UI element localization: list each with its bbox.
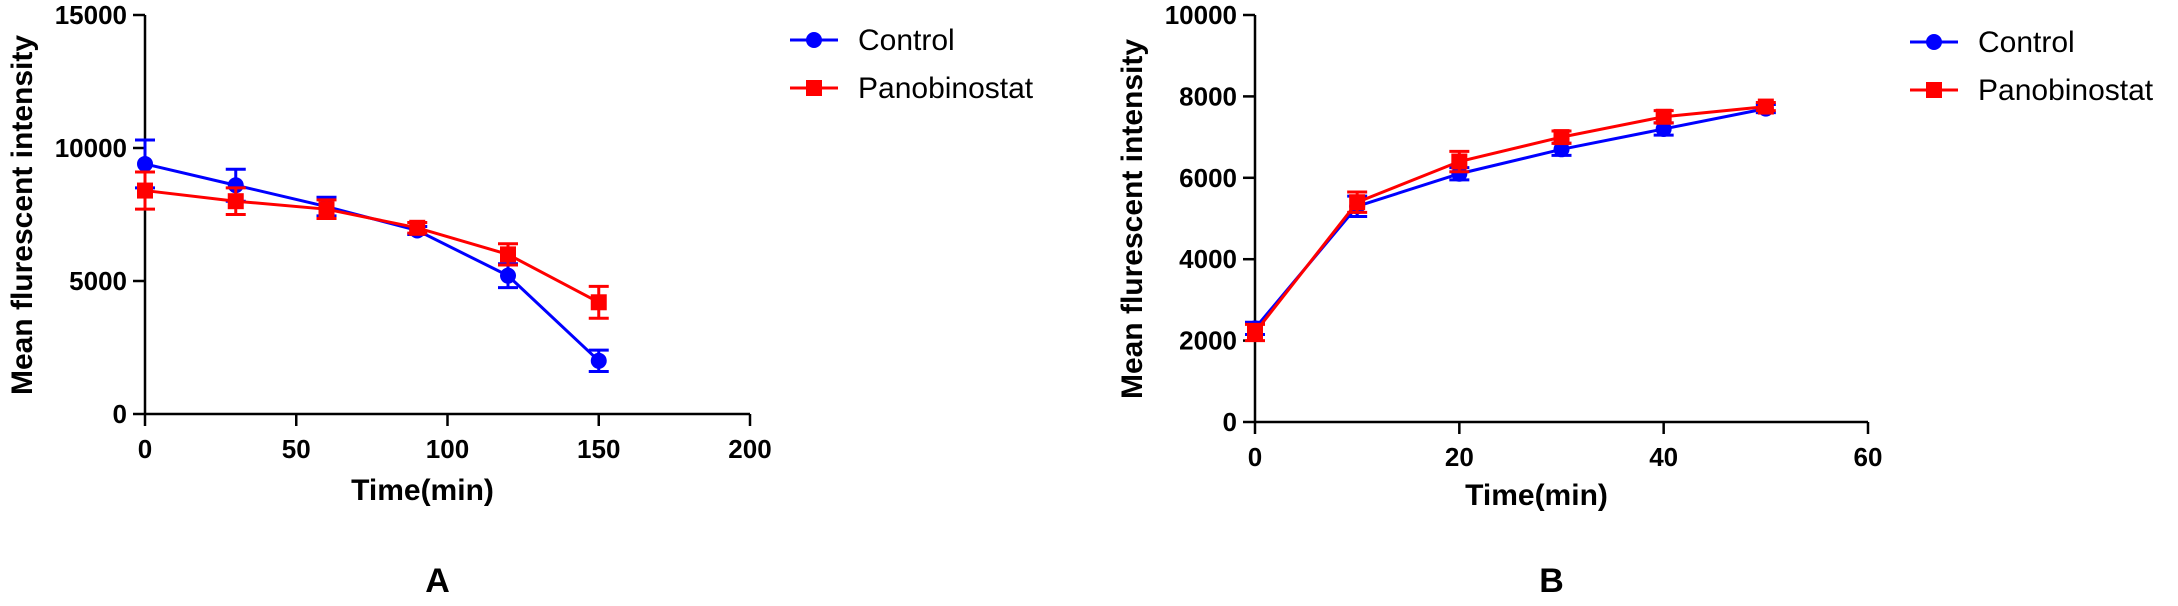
legend-label: Panobinostat	[858, 72, 1034, 105]
legend-marker	[1926, 34, 1942, 50]
legend-label: Control	[858, 24, 955, 57]
x-tick-label: 40	[1649, 442, 1678, 472]
panel-label: B	[1539, 562, 1564, 600]
y-axis-label: Mean flurescent intensity	[6, 35, 39, 395]
x-tick-label: 150	[577, 434, 620, 464]
data-point	[1349, 194, 1366, 211]
x-axis-label: Time(min)	[351, 474, 494, 507]
y-tick-label: 4000	[1179, 244, 1237, 274]
series-line	[1253, 107, 1767, 330]
data-point	[227, 193, 244, 210]
legend-label: Panobinostat	[1978, 74, 2154, 107]
data-point	[500, 246, 516, 263]
data-point	[1655, 108, 1672, 125]
legend-marker	[806, 32, 822, 48]
legend-entry: Panobinostat	[1910, 74, 2154, 107]
x-tick-label: 20	[1445, 442, 1474, 472]
data-point	[137, 155, 153, 172]
data-point	[1553, 129, 1570, 146]
series-line	[144, 162, 600, 362]
chart-panel-a: 0 5000 10000 15000 0 50 100 150 200 Time(min) Mean…	[6, 0, 1034, 600]
data-point	[500, 267, 516, 284]
legend-marker	[1926, 82, 1942, 98]
panel-label: A	[425, 562, 450, 600]
y-tick-label: 10000	[1165, 0, 1237, 30]
x-tick-label: 100	[426, 434, 469, 464]
x-tick-label: 0	[1248, 442, 1262, 472]
data-point	[1451, 165, 1468, 182]
data-point	[137, 182, 153, 199]
data-point	[590, 294, 607, 311]
series-line	[1253, 105, 1766, 334]
data-point	[1451, 153, 1468, 170]
data-point	[1247, 324, 1263, 341]
data-point	[318, 201, 335, 218]
y-tick-label: 0	[113, 399, 127, 429]
x-axis-label: Time(min)	[1465, 479, 1608, 512]
legend-entry: Panobinostat	[790, 72, 1034, 105]
x-tick-label: 50	[282, 434, 311, 464]
y-tick-label: 6000	[1179, 163, 1237, 193]
x-tick-label: 0	[138, 434, 152, 464]
series-panobinostat	[135, 170, 609, 320]
y-tick-label: 2000	[1179, 326, 1237, 356]
chart-panel-b: 0 2000 4000 6000 8000 10000 0 20 40 60 Time(min) Me…	[1116, 0, 2154, 600]
data-point	[590, 352, 607, 369]
legend-entry: Control	[1910, 26, 2075, 59]
x-tick-label: 200	[728, 434, 771, 464]
y-tick-label: 15000	[55, 0, 127, 30]
y-tick-label: 5000	[69, 266, 127, 296]
series-control	[1245, 100, 1776, 337]
legend-label: Control	[1978, 26, 2075, 59]
y-tick-label: 8000	[1179, 81, 1237, 111]
x-tick-label: 60	[1854, 442, 1883, 472]
series-control	[135, 138, 609, 373]
y-tick-label: 10000	[55, 133, 127, 163]
legend-marker	[806, 80, 822, 96]
y-axis-label: Mean flurescent intensity	[1116, 39, 1149, 399]
series-panobinostat	[1245, 98, 1776, 343]
series-line	[144, 189, 600, 304]
data-point	[1757, 98, 1774, 115]
data-point	[1553, 141, 1570, 158]
y-tick-label: 0	[1223, 407, 1237, 437]
data-point	[409, 219, 426, 236]
legend-entry: Control	[790, 24, 955, 57]
data-point	[1655, 120, 1672, 137]
